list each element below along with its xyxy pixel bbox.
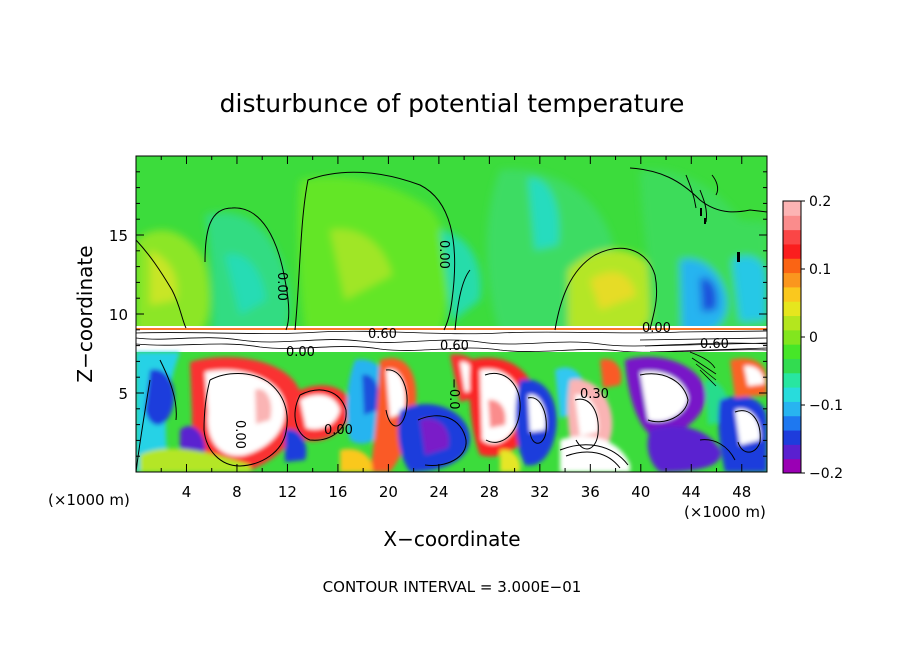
y-tick-label: 5 [118,385,128,403]
contour-label: 0.00 [642,321,671,336]
x-axis: 4 8 12 16 20 24 28 32 36 40 44 48 [160,156,751,501]
contour-label: 0.00 [286,345,315,360]
y-tick-label: 10 [109,306,128,324]
x-tick-label: 16 [328,483,347,501]
colorbar-swatch [783,286,801,302]
x-tick-label: 32 [530,483,549,501]
x-tick-label: 40 [631,483,650,501]
colorbar-swatch [783,201,801,216]
x-tick-label: 36 [581,483,600,501]
colorbar-swatch [783,344,801,359]
colorbar-tick-label: 0.1 [809,262,831,278]
colorbar-tick-label: −0.1 [809,398,843,414]
x-tick-label: 4 [182,483,192,501]
colorbar-swatch [783,243,801,259]
x-tick-label: 20 [379,483,398,501]
x-unit-right: (×1000 m) [684,503,766,521]
colorbar-swatch [783,301,801,317]
colorbar-swatch [783,387,801,402]
colorbar-swatch [783,372,801,388]
contour-interval-note: CONTOUR INTERVAL = 3.000E−01 [323,578,582,596]
colorbar-swatch [783,229,801,245]
colorbar-swatch [783,358,801,374]
x-tick-label: 8 [232,483,242,501]
colorbar: 0.2 0.1 0 −0.1 −0.2 [782,194,843,482]
colorbar-swatch [783,215,801,231]
colorbar-swatch [783,444,801,460]
colorbar-swatch [783,329,801,345]
colorbar-swatch [783,415,801,431]
contour-label: 0.60 [368,327,397,342]
contour-label: −0.0 [446,378,461,410]
colorbar-swatch [783,458,801,474]
x-unit-left: (×1000 m) [48,491,130,509]
contour-label: 0.00 [324,423,353,438]
x-axis-label: X−coordinate [383,527,520,551]
colorbar-swatch [783,430,801,445]
x-tick-label: 28 [480,483,499,501]
colorbar-swatch [783,272,801,288]
x-tick-label: 48 [732,483,751,501]
x-tick-label: 12 [278,483,297,501]
colorbar-swatch [783,258,801,274]
colorbar-tick-label: −0.2 [809,466,843,482]
y-axis-label: Z−coordinate [73,245,97,382]
y-axis: 5 10 15 [109,171,767,457]
colorbar-swatch [783,401,801,417]
contour-label: 0.00 [232,420,247,449]
colorbar-swatch [783,315,801,331]
y-tick-label: 15 [109,227,128,245]
heatmap-field: 0.00 0.00 0.00 0.00 0.60 0.60 0.60 0.00 … [136,156,767,472]
contour-label: 0.00 [436,240,451,269]
x-tick-label: 24 [429,483,448,501]
contour-label: 0.30 [580,387,609,402]
x-tick-label: 44 [682,483,701,501]
contour-label: 0.60 [700,337,729,352]
contour-label: 0.60 [440,339,469,354]
colorbar-tick-label: 0 [809,330,818,346]
contour-label: 0.00 [274,272,289,301]
colorbar-tick-label: 0.2 [809,194,831,210]
chart-title: disturbunce of potential temperature [220,89,685,118]
